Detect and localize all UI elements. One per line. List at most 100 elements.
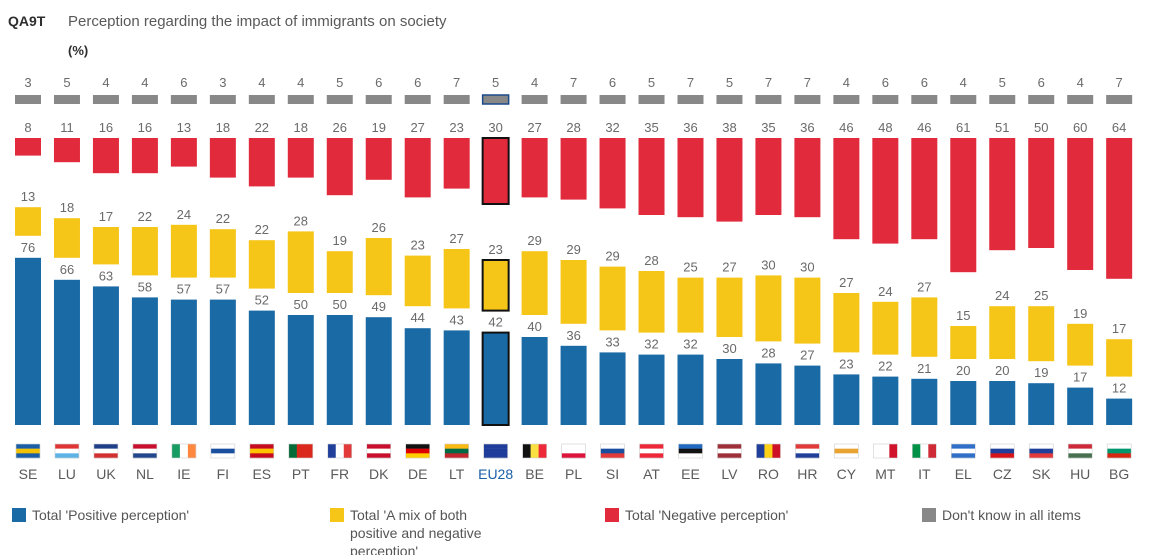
value-dontknow-LU: 5	[63, 75, 70, 90]
legend-swatch	[922, 508, 936, 522]
value-dontknow-PT: 4	[297, 75, 304, 90]
bar-positive-CY	[833, 374, 860, 425]
bar-negative-EU28	[481, 137, 510, 205]
value-positive-DE: 44	[410, 310, 424, 325]
bar-dontknow-LU	[53, 95, 80, 104]
question-code: QA9T	[8, 13, 46, 29]
flag-icon-MT	[873, 443, 898, 459]
value-dontknow-NL: 4	[141, 75, 148, 90]
bar-dontknow-ES	[248, 95, 275, 104]
flag-icon-HR	[795, 443, 820, 459]
value-positive-EU28: 42	[488, 315, 502, 330]
bars-group	[15, 94, 1133, 427]
bar-positive-MT	[872, 376, 899, 425]
category-label-ES: ES	[252, 466, 271, 482]
value-dontknow-MT: 6	[882, 75, 889, 90]
value-negative-FR: 26	[333, 120, 347, 135]
bar-negative-AT	[638, 138, 665, 215]
flag-icon-LT	[444, 443, 469, 459]
category-label-IT: IT	[918, 466, 931, 482]
legend-label: positive and negative	[350, 525, 482, 541]
bar-dontknow-HR	[794, 95, 821, 104]
value-negative-SK: 50	[1034, 120, 1048, 135]
value-positive-EE: 32	[683, 337, 697, 352]
value-positive-SK: 19	[1034, 365, 1048, 380]
bar-negative-FI	[209, 138, 236, 178]
flag-icon-UK	[93, 443, 119, 459]
value-positive-FI: 57	[216, 282, 230, 297]
value-mix-RO: 30	[761, 257, 775, 272]
legend-item-3: Total 'Negative perception'	[605, 507, 788, 523]
category-label-LT: LT	[449, 466, 465, 482]
bar-mix-DK	[365, 238, 392, 296]
value-mix-LU: 18	[60, 200, 74, 215]
bar-dontknow-BG	[1106, 95, 1133, 104]
bar-dontknow-CZ	[989, 95, 1016, 104]
value-labels-group: 7613836618115631716458221645724136572218…	[21, 75, 1127, 396]
flag-icon-CY	[834, 443, 859, 459]
flag-icon-LV	[717, 443, 742, 459]
bar-dontknow-IT	[911, 95, 938, 104]
bar-mix-PL	[560, 260, 587, 324]
value-positive-BG: 12	[1112, 381, 1126, 396]
bar-dontknow-SE	[15, 95, 41, 104]
value-negative-EL: 61	[956, 120, 970, 135]
legend-label: Total 'Positive perception'	[32, 507, 189, 523]
bar-mix-LT	[443, 249, 470, 309]
bar-mix-RO	[755, 275, 782, 342]
bar-dontknow-CY	[833, 95, 860, 104]
flag-icon-LU	[54, 443, 80, 459]
bar-positive-EL	[950, 381, 977, 425]
category-label-AT: AT	[643, 466, 660, 482]
bar-mix-PT	[287, 231, 314, 293]
flag-icon-EU28	[483, 443, 508, 459]
value-positive-LV: 30	[722, 341, 736, 356]
legend-swatch	[330, 508, 344, 522]
bar-dontknow-EU28	[481, 94, 510, 105]
category-label-RO: RO	[758, 466, 779, 482]
value-mix-UK: 17	[99, 209, 113, 224]
flag-icon-AT	[639, 443, 664, 459]
flag-icon-CZ	[989, 443, 1015, 459]
value-negative-HR: 36	[800, 120, 814, 135]
bar-mix-HU	[1067, 323, 1094, 366]
bar-positive-FI	[209, 299, 236, 425]
bar-positive-HU	[1067, 387, 1094, 425]
legend-swatch	[12, 508, 26, 522]
value-dontknow-CY: 4	[843, 75, 850, 90]
category-label-MT: MT	[875, 466, 896, 482]
bar-dontknow-MT	[872, 95, 899, 104]
bar-negative-SK	[1028, 138, 1055, 248]
category-label-FI: FI	[217, 466, 229, 482]
bar-negative-LV	[716, 138, 743, 222]
value-dontknow-HU: 4	[1077, 75, 1084, 90]
value-positive-AT: 32	[644, 337, 658, 352]
bar-negative-BE	[521, 138, 548, 198]
category-label-SI: SI	[606, 466, 619, 482]
value-negative-ES: 22	[255, 120, 269, 135]
value-positive-PT: 50	[294, 297, 308, 312]
bar-dontknow-EE	[677, 95, 704, 104]
value-mix-PL: 29	[566, 242, 580, 257]
bar-positive-SE	[15, 257, 41, 425]
bar-positive-PL	[560, 345, 587, 425]
category-labels-group: SE LU UK NL IE FI ES PT FR DK DE LT EU28 BE PL SI AT EE LV…	[19, 466, 1130, 482]
category-label-CZ: CZ	[993, 466, 1012, 482]
value-dontknow-BG: 7	[1116, 75, 1123, 90]
bar-mix-NL	[131, 227, 158, 276]
flag-icon-SI	[600, 443, 625, 459]
value-negative-PT: 18	[294, 120, 308, 135]
unit-label: (%)	[68, 43, 88, 58]
value-dontknow-FI: 3	[219, 75, 226, 90]
bar-dontknow-UK	[92, 95, 119, 104]
bar-positive-LT	[443, 330, 470, 425]
value-positive-HU: 17	[1073, 370, 1087, 385]
bar-negative-RO	[755, 138, 782, 215]
category-label-IE: IE	[177, 466, 190, 482]
value-positive-ES: 52	[255, 293, 269, 308]
value-positive-DK: 49	[371, 299, 385, 314]
bar-mix-BG	[1106, 339, 1133, 377]
value-negative-LU: 11	[60, 120, 74, 135]
value-dontknow-FR: 5	[336, 75, 343, 90]
value-mix-HR: 30	[800, 260, 814, 275]
